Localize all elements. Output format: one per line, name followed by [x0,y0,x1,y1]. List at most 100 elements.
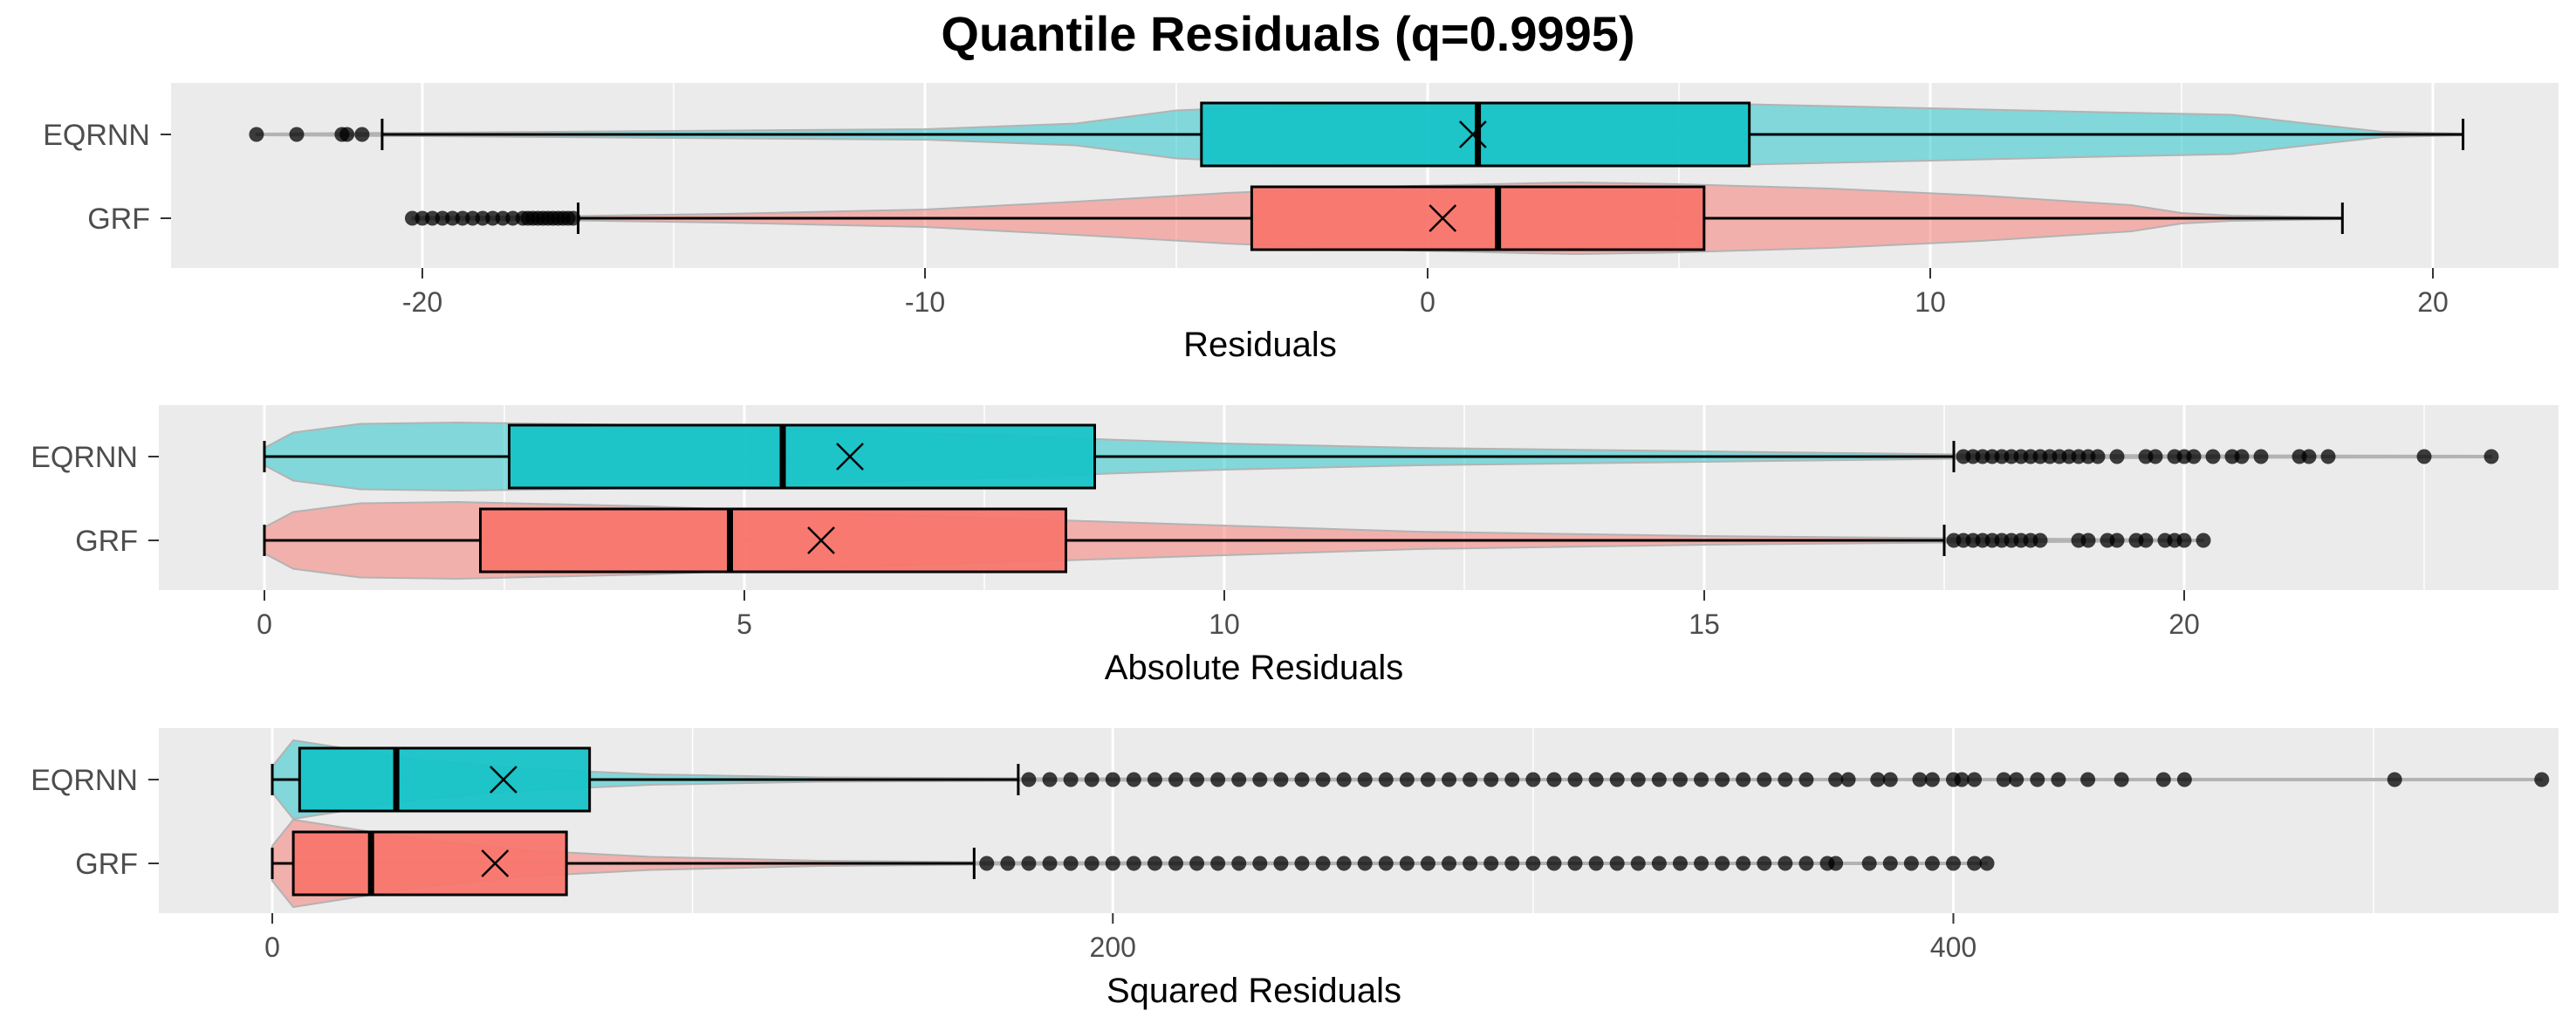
outlier-point [1273,856,1289,871]
outlier-point [249,127,264,142]
outlier-point [2196,533,2211,548]
x-tick-label: 200 [1090,931,1136,963]
outlier-point [1063,772,1079,787]
x-tick-label: 400 [1930,931,1977,963]
series-eqrnn [263,421,2499,492]
box-eqrnn [508,423,1096,490]
outlier-point [2090,449,2106,464]
outlier-point [1567,856,1583,871]
outlier-point [1979,856,1995,871]
outlier-point [2534,772,2550,787]
outlier-point [1672,856,1688,871]
outlier-point [1912,772,1928,787]
outlier-point [1252,772,1268,787]
outlier-point [1084,856,1100,871]
outlier-point [1252,856,1268,871]
outlier-point [1757,856,1772,871]
outlier-point [1084,772,1100,787]
outlier-point [1798,772,1814,787]
outlier-point [1798,856,1814,871]
outlier-point [2320,449,2336,464]
panel-2: EQRNN GRF 0 5 10 15 20 Absolute Residuals [31,405,2559,687]
outlier-point [1315,772,1331,787]
outlier-point [1870,772,1886,787]
outlier-point [1757,772,1772,787]
outlier-point [1778,772,1793,787]
box-grf [479,507,1067,574]
y-tick-label-eqrnn: EQRNN [43,119,150,152]
x-tick-label: 0 [257,608,272,640]
outlier-point [1715,856,1730,871]
mean-marker [1428,204,1457,232]
outlier-point [1294,856,1310,871]
outlier-point [1357,856,1373,871]
outlier-point [1694,856,1709,871]
outlier-point [1147,856,1162,871]
outlier-point [1588,772,1604,787]
x-tick-label: 10 [1209,608,1240,640]
outlier-point [1546,856,1562,871]
outlier-point [1630,772,1646,787]
series-grf [271,818,1995,909]
x-tick-label: 0 [264,931,280,963]
outlier-point [1546,772,1562,787]
x-tick-label: 15 [1689,608,1720,640]
mean-marker [807,526,835,554]
series-grf [404,181,2344,256]
outlier-point [1168,856,1183,871]
outlier-point [1588,856,1604,871]
outlier-point [1967,856,1983,871]
outlier-point [1042,772,1058,787]
outlier-point [1021,772,1037,787]
outlier-point [1336,772,1352,787]
outlier-point [2416,449,2432,464]
y-tick-label-eqrnn: EQRNN [31,764,138,797]
outlier-point [1504,772,1520,787]
outlier-point [1042,856,1058,871]
outlier-point [1105,772,1120,787]
box-grf [291,830,568,897]
y-tick-label-eqrnn: EQRNN [31,441,138,474]
outlier-point [2080,533,2096,548]
outlier-point [1336,856,1352,871]
outlier-point [1210,772,1226,787]
outlier-point [2109,449,2125,464]
mean-marker [490,766,517,794]
outlier-point [2186,449,2202,464]
outlier-point [1736,856,1751,871]
outlier-point [1651,856,1667,871]
outlier-point [1399,772,1415,787]
outlier-point [1378,772,1394,787]
outlier-point [1483,772,1499,787]
outlier-point [2009,772,2024,787]
chart-title: Quantile Residuals (q=0.9995) [941,6,1634,61]
outlier-point [1954,772,1970,787]
outlier-point [1463,772,1478,787]
x-tick-label: 5 [736,608,752,640]
outlier-point [565,210,581,226]
x-axis-title: Squared Residuals [1106,972,1401,1010]
outlier-point [2155,772,2171,787]
outlier-point [1126,772,1141,787]
outlier-point [1828,856,1844,871]
outlier-point [979,856,995,871]
outlier-point [2032,533,2048,548]
outlier-point [1063,856,1079,871]
x-axis-title: Residuals [1183,326,1337,364]
outlier-point [1672,772,1688,787]
outlier-point [1882,856,1898,871]
outlier-point [2148,449,2163,464]
outlier-point [1294,772,1310,787]
box-eqrnn [298,746,592,813]
outlier-point [1736,772,1751,787]
outlier-point [1210,856,1226,871]
outlier-point [1021,856,1037,871]
outlier-point [1967,772,1983,787]
outlier-point [1504,856,1520,871]
outlier-point [2176,533,2192,548]
outlier-point [1147,772,1162,787]
x-tick-label: 20 [2168,608,2200,640]
outlier-point [2114,772,2129,787]
x-tick-label: -20 [402,286,442,318]
outlier-point [2484,449,2499,464]
